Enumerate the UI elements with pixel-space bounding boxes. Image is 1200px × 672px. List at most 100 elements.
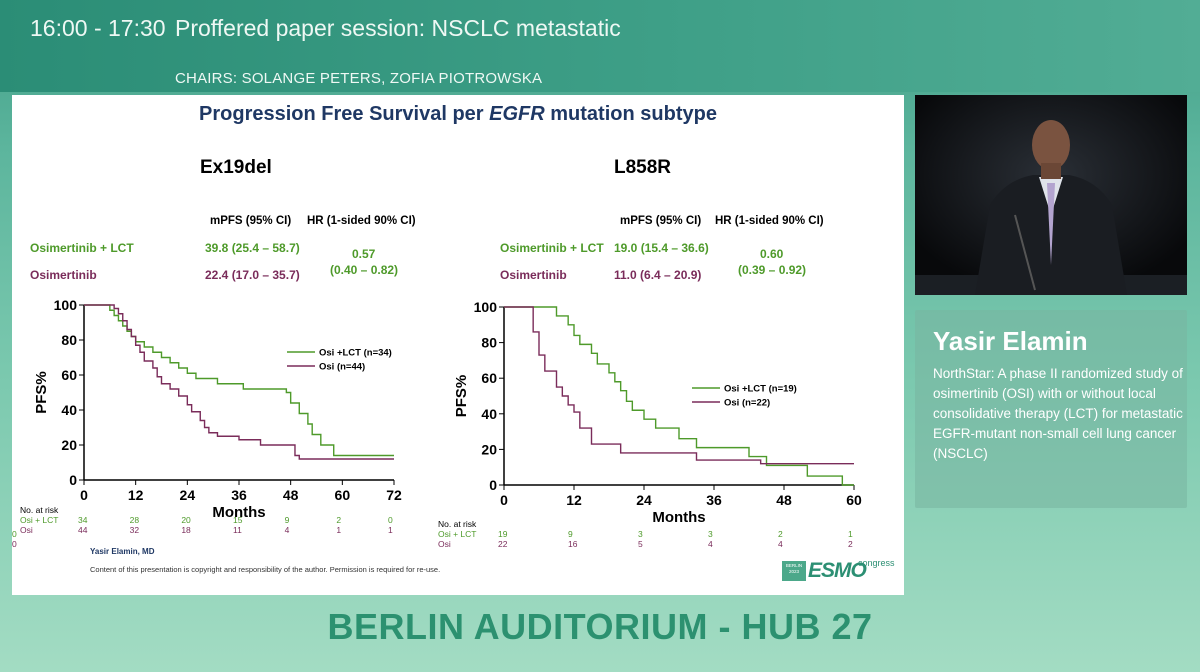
mpfs-header: mPFS (95% CI) xyxy=(210,215,292,227)
x-tick-label: 36 xyxy=(706,492,722,508)
venue-banner: BERLIN AUDITORIUM - HUB 27 xyxy=(327,606,873,647)
risk-count: 1 xyxy=(336,525,342,535)
x-tick-label: 60 xyxy=(846,492,862,508)
risk-arm1-label: Osi + LCT xyxy=(438,529,477,539)
x-tick-label: 24 xyxy=(180,487,196,503)
slide-title-suffix: mutation subtype xyxy=(544,103,717,125)
x-axis-label: Months xyxy=(652,509,705,525)
risk-arm2-label: Osi xyxy=(438,539,451,549)
y-tick-label: 100 xyxy=(474,299,498,315)
risk-count: 1 xyxy=(848,529,853,539)
y-tick-label: 60 xyxy=(481,370,497,386)
x-axis-label: Months xyxy=(212,504,265,520)
speaker-name: Yasir Elamin xyxy=(933,326,1088,356)
risk-count: 16 xyxy=(568,539,578,549)
speaker-card: Yasir Elamin NorthStar: A phase II rando… xyxy=(915,310,1187,508)
arm1-mpfs: 39.8 (25.4 – 58.7) xyxy=(205,241,300,255)
hazard-ratio-ci: (0.39 – 0.92) xyxy=(738,263,807,277)
slide-title-em: EGFR xyxy=(489,103,545,125)
y-tick-label: 80 xyxy=(61,332,77,348)
hr-header: HR (1-sided 90% CI) xyxy=(307,215,416,227)
y-tick-label: 40 xyxy=(481,406,497,422)
risk-header: No. at risk xyxy=(20,505,59,515)
speaker-neck xyxy=(1041,163,1061,179)
arm1-mpfs: 19.0 (15.4 – 36.6) xyxy=(614,241,709,255)
copyright-notice: Content of this presentation is copyrigh… xyxy=(90,565,441,574)
risk-count: 4 xyxy=(284,525,290,535)
legend-entry: Osi +LCT (n=34) xyxy=(319,348,392,359)
esmo-wordmark: ESMO xyxy=(808,559,867,582)
speaker-video-frame xyxy=(915,95,1187,295)
x-tick-label: 12 xyxy=(566,492,582,508)
arm1-label: Osimertinib + LCT xyxy=(30,241,134,255)
arm2-mpfs: 11.0 (6.4 – 20.9) xyxy=(614,268,702,282)
risk-count: 0 xyxy=(12,539,17,549)
y-tick-label: 100 xyxy=(54,297,78,313)
risk-header: No. at risk xyxy=(438,519,477,529)
legend-entry: Osi (n=22) xyxy=(724,398,770,409)
session-time: 16:00 - 17:30 xyxy=(30,15,166,41)
risk-count: 2 xyxy=(336,515,342,525)
km-curve-osi-lct xyxy=(504,306,854,486)
mpfs-header: mPFS (95% CI) xyxy=(620,215,702,227)
panel-title-l858r: L858R xyxy=(614,157,672,178)
x-tick-label: 48 xyxy=(283,487,299,503)
risk-count: 9 xyxy=(284,515,290,525)
km-plot-l858r: 0 20 40 60 80 100 0 12 24 36 48 60 Months PFS% Osi +LC… xyxy=(453,299,862,525)
microphone-stand xyxy=(1014,214,1036,291)
y-tick-label: 20 xyxy=(61,437,77,453)
x-tick-label: 48 xyxy=(776,492,792,508)
risk-count: 20 xyxy=(181,515,191,525)
slide-title-prefix: Progression Free Survival per xyxy=(199,103,490,125)
x-tick-label: 60 xyxy=(335,487,351,503)
legend-entry: Osi +LCT (n=19) xyxy=(724,384,797,395)
esmo-city-badge: BERLIN 2023 xyxy=(782,561,806,581)
arm2-label: Osimertinib xyxy=(30,268,97,282)
hr-header: HR (1-sided 90% CI) xyxy=(715,215,824,227)
risk-count: 4 xyxy=(778,539,783,549)
y-tick-label: 40 xyxy=(61,402,77,418)
y-tick-label: 20 xyxy=(481,441,497,457)
y-axis-label: PFS% xyxy=(33,371,50,414)
legend-entry: Osi (n=44) xyxy=(319,362,365,373)
session-title: Proffered paper session: NSCLC metastati… xyxy=(175,15,621,41)
risk-count: 18 xyxy=(181,525,191,535)
x-tick-label: 72 xyxy=(386,487,402,503)
risk-count: 2 xyxy=(848,539,853,549)
y-axis-label: PFS% xyxy=(453,375,470,418)
arm2-label: Osimertinib xyxy=(500,268,567,282)
risk-count: 0 xyxy=(12,529,17,539)
x-tick-label: 12 xyxy=(128,487,144,503)
y-tick-label: 60 xyxy=(61,367,77,383)
risk-count: 19 xyxy=(498,529,508,539)
x-tick-label: 24 xyxy=(636,492,652,508)
arm2-mpfs: 22.4 (17.0 – 35.7) xyxy=(205,268,300,282)
arm1-label: Osimertinib + LCT xyxy=(500,241,604,255)
risk-count: 3 xyxy=(638,529,643,539)
hazard-ratio: 0.57 xyxy=(352,247,376,261)
hazard-ratio: 0.60 xyxy=(760,247,784,261)
risk-arm2-label: Osi xyxy=(20,525,33,535)
risk-count: 11 xyxy=(233,525,242,535)
km-curve-osi-lct xyxy=(84,304,394,457)
risk-count: 34 xyxy=(78,515,88,525)
presentation-slide: Progression Free Survival per EGFR mutat… xyxy=(12,95,904,595)
risk-count: 5 xyxy=(638,539,643,549)
esmo-congress-text: congress xyxy=(858,558,895,568)
slide-title: Progression Free Survival per EGFR mutat… xyxy=(12,103,904,126)
slide-author: Yasir Elamin, MD xyxy=(90,547,155,556)
risk-count: 22 xyxy=(498,539,508,549)
session-chairs: CHAIRS: SOLANGE PETERS, ZOFIA PIOTROWSKA xyxy=(175,70,543,87)
session-header: 16:00 - 17:30 Proffered paper session: N… xyxy=(0,0,1200,92)
y-tick-label: 0 xyxy=(489,477,497,493)
y-tick-label: 0 xyxy=(69,472,77,488)
risk-count: 44 xyxy=(78,525,88,535)
km-plot-ex19del: 0 20 40 60 80 100 0 12 24 36 48 60 72 Months PFS% Osi +… xyxy=(33,297,402,520)
risk-count: 0 xyxy=(388,515,393,525)
speaker-tie xyxy=(1047,183,1055,265)
risk-count: 32 xyxy=(129,525,140,535)
risk-count: 4 xyxy=(708,539,713,549)
km-curve-osi xyxy=(504,306,854,465)
risk-count: 9 xyxy=(568,529,573,539)
talk-description: NorthStar: A phase II randomized study o… xyxy=(933,366,1183,461)
